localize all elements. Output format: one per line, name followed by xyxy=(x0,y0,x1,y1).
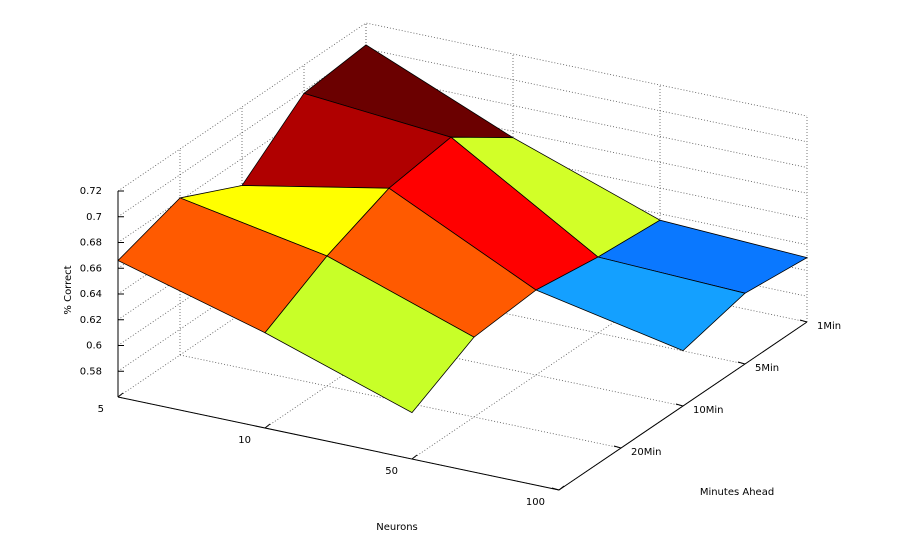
grid-line xyxy=(117,74,808,243)
x-tick-label: 100 xyxy=(526,497,545,508)
x-tick-label: 50 xyxy=(385,466,398,477)
x-tick-label: 10 xyxy=(238,435,251,446)
surface-face xyxy=(264,255,475,414)
x-axis xyxy=(117,396,560,491)
z-tick-label: 0.64 xyxy=(80,289,102,300)
y-tick xyxy=(675,403,684,407)
z-tick-label: 0.58 xyxy=(80,366,102,377)
z-tick-label: 0.66 xyxy=(80,263,102,274)
y-tick-label: 10Min xyxy=(693,405,723,416)
y-tick xyxy=(551,487,560,491)
x-axis-label: Neurons xyxy=(376,522,418,533)
y-tick xyxy=(799,319,808,323)
grid-line xyxy=(117,22,808,192)
y-tick-label: 1Min xyxy=(817,321,841,332)
y-axis-label: Minutes Ahead xyxy=(700,487,774,498)
z-tick-label: 0.62 xyxy=(80,315,102,326)
x-tick-label: 5 xyxy=(98,404,104,415)
z-tick-label: 0.7 xyxy=(86,212,102,223)
z-tick-label: 0.72 xyxy=(80,186,102,197)
z-tick-label: 0.68 xyxy=(80,238,102,249)
surface-face xyxy=(535,256,746,352)
x-tick xyxy=(411,454,418,460)
x-tick xyxy=(558,485,565,491)
y-tick-label: 20Min xyxy=(631,447,661,458)
z-axis-label: % Correct xyxy=(63,265,74,314)
z-tick-label: 0.6 xyxy=(86,341,102,352)
x-tick xyxy=(264,423,271,429)
y-tick xyxy=(737,361,746,365)
x-tick xyxy=(117,392,124,398)
y-tick-label: 5Min xyxy=(755,363,779,374)
y-tick xyxy=(613,445,622,449)
